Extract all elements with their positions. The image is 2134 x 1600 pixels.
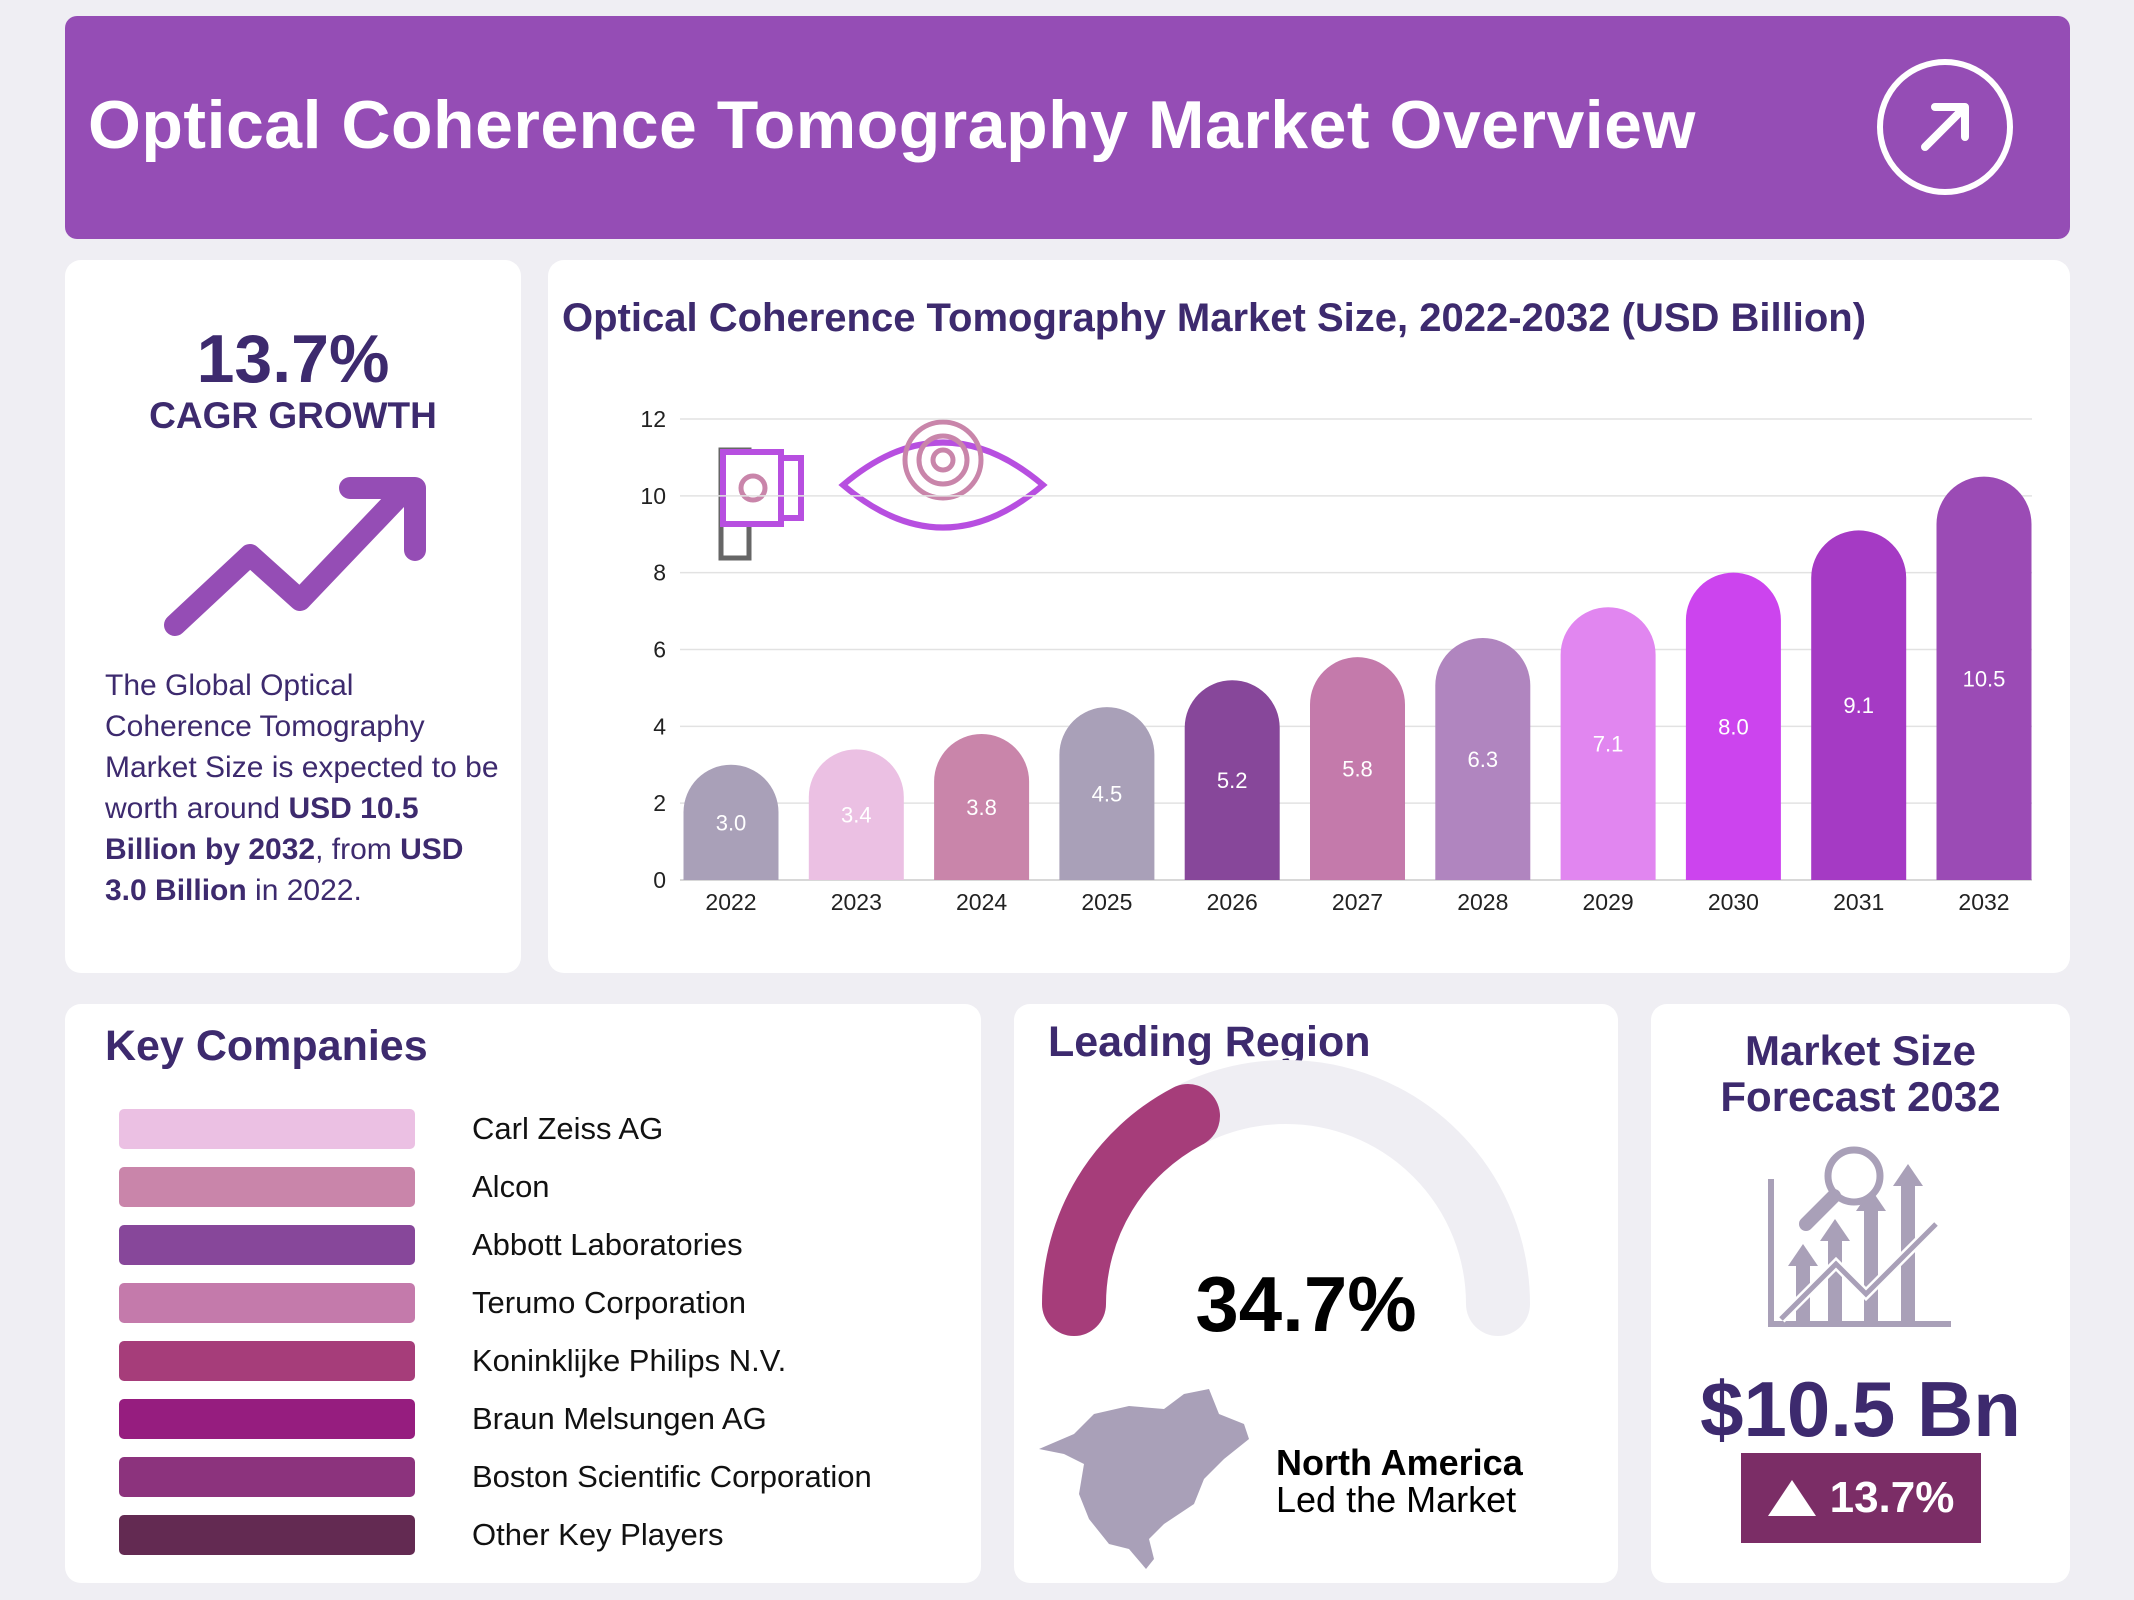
x-tick-label: 2029	[1583, 889, 1634, 915]
forecast-value: $10.5 Bn	[1700, 1365, 2021, 1453]
x-tick-label: 2022	[705, 889, 756, 915]
company-item: Terumo Corporation	[119, 1283, 939, 1323]
bar-2032	[1936, 476, 2032, 880]
x-tick-label: 2025	[1081, 889, 1132, 915]
y-tick-label: 8	[653, 560, 666, 586]
bar-2026	[1184, 680, 1280, 880]
leading-region-title: Leading Region	[1048, 1018, 1371, 1066]
growth-badge: 13.7%	[1741, 1453, 1981, 1543]
leading-region-card: Leading Region 34.7% North America Led th…	[1014, 1004, 1618, 1583]
growth-chart-magnifier-icon	[1768, 1146, 1951, 1327]
region-share: 34.7%	[1195, 1260, 1417, 1348]
data-label: 8.0	[1718, 714, 1749, 739]
x-tick-label: 2028	[1457, 889, 1508, 915]
company-label: Koninklijke Philips N.V.	[472, 1343, 787, 1378]
cagr-label: CAGR GROWTH	[149, 395, 437, 436]
company-item: Other Key Players	[119, 1515, 939, 1555]
company-item: Boston Scientific Corporation	[119, 1457, 939, 1497]
company-label: Alcon	[472, 1169, 550, 1204]
data-label: 3.4	[841, 803, 872, 828]
y-tick-label: 10	[640, 483, 666, 509]
triangle-up-icon	[1767, 1480, 1816, 1516]
arrow-up-right-icon[interactable]	[1877, 59, 2013, 195]
company-swatch	[119, 1225, 415, 1265]
company-label: Boston Scientific Corporation	[472, 1459, 872, 1494]
bar-2027	[1310, 657, 1405, 880]
x-tick-label: 2030	[1708, 889, 1759, 915]
data-label: 4.5	[1092, 782, 1123, 807]
bar-2025	[1059, 707, 1155, 880]
company-label: Braun Melsungen AG	[472, 1401, 767, 1436]
company-label: Carl Zeiss AG	[472, 1111, 664, 1146]
y-tick-label: 6	[653, 637, 666, 663]
y-tick-label: 4	[653, 713, 666, 739]
region-name: North America	[1276, 1442, 1523, 1483]
x-tick-label: 2032	[1958, 889, 2009, 915]
data-label: 7.1	[1593, 732, 1624, 757]
data-label: 10.5	[1963, 666, 2006, 691]
north-america-map-icon	[1039, 1389, 1249, 1569]
bar-2028	[1435, 637, 1531, 880]
x-tick-label: 2026	[1207, 889, 1258, 915]
chart-card: Optical Coherence Tomography Market Size…	[548, 260, 2070, 973]
oct-device-illustration	[718, 419, 1048, 561]
y-tick-label: 12	[640, 406, 666, 432]
y-tick-label: 0	[653, 867, 666, 893]
bar-2022	[683, 764, 779, 880]
company-swatch	[119, 1341, 415, 1381]
region-label: North America Led the Market	[1276, 1444, 1523, 1518]
cagr-card: 13.7% CAGR GROWTH The Global Optical Coh…	[65, 260, 521, 973]
forecast-title: Market Size Forecast 2032	[1720, 1027, 2001, 1120]
company-item: Braun Melsungen AG	[119, 1399, 939, 1439]
bar-2023	[808, 749, 904, 880]
data-label: 3.8	[966, 795, 997, 820]
growth-value: 13.7%	[1829, 1473, 1955, 1522]
company-item: Abbott Laboratories	[119, 1225, 939, 1265]
page-title: Optical Coherence Tomography Market Over…	[88, 87, 1696, 163]
region-gauge	[1042, 1060, 1530, 1336]
x-tick-label: 2023	[831, 889, 882, 915]
x-tick-label: 2031	[1833, 889, 1884, 915]
data-label: 9.1	[1843, 693, 1874, 718]
key-companies-title: Key Companies	[105, 1022, 428, 1070]
company-item: Alcon	[119, 1167, 939, 1207]
bar-2024	[934, 734, 1030, 880]
data-label: 5.2	[1217, 768, 1248, 793]
bar-2030	[1685, 572, 1781, 880]
company-swatch	[119, 1167, 415, 1207]
bar-2029	[1560, 607, 1656, 880]
x-tick-label: 2024	[956, 889, 1007, 915]
gauge-fill	[1042, 1084, 1220, 1336]
trend-up-arrow-icon	[164, 477, 426, 636]
company-label: Other Key Players	[472, 1517, 724, 1552]
data-label: 6.3	[1468, 747, 1499, 772]
company-item: Carl Zeiss AG	[119, 1109, 939, 1149]
bar-2031	[1811, 530, 1907, 880]
company-label: Terumo Corporation	[472, 1285, 746, 1320]
data-label: 5.8	[1342, 757, 1373, 782]
region-subtitle: Led the Market	[1276, 1479, 1517, 1520]
cagr-description: The Global Optical Coherence Tomography …	[105, 669, 499, 907]
company-swatch	[119, 1283, 415, 1323]
cagr-value: 13.7%	[196, 321, 390, 397]
y-tick-label: 2	[653, 790, 666, 816]
x-tick-label: 2027	[1332, 889, 1383, 915]
header-banner: Optical Coherence Tomography Market Over…	[65, 16, 2070, 239]
company-swatch	[119, 1515, 415, 1555]
chart-title: Optical Coherence Tomography Market Size…	[562, 296, 1867, 340]
bar-chart: 0 2 4 6 8 10 12 3.0 2022 3.4 2023 3.8 2024 4.5 2025 5.2…	[640, 406, 2032, 915]
company-label: Abbott Laboratories	[472, 1227, 743, 1262]
forecast-card: Market Size Forecast 2032 $10.5 Bn 13.7%	[1651, 1004, 2070, 1583]
company-item: Koninklijke Philips N.V.	[119, 1341, 939, 1381]
company-swatch	[119, 1109, 415, 1149]
data-label: 3.0	[716, 810, 747, 835]
key-companies-card: Key Companies Carl Zeiss AG Alcon Abbott L…	[65, 1004, 981, 1583]
company-swatch	[119, 1457, 415, 1497]
company-swatch	[119, 1399, 415, 1439]
